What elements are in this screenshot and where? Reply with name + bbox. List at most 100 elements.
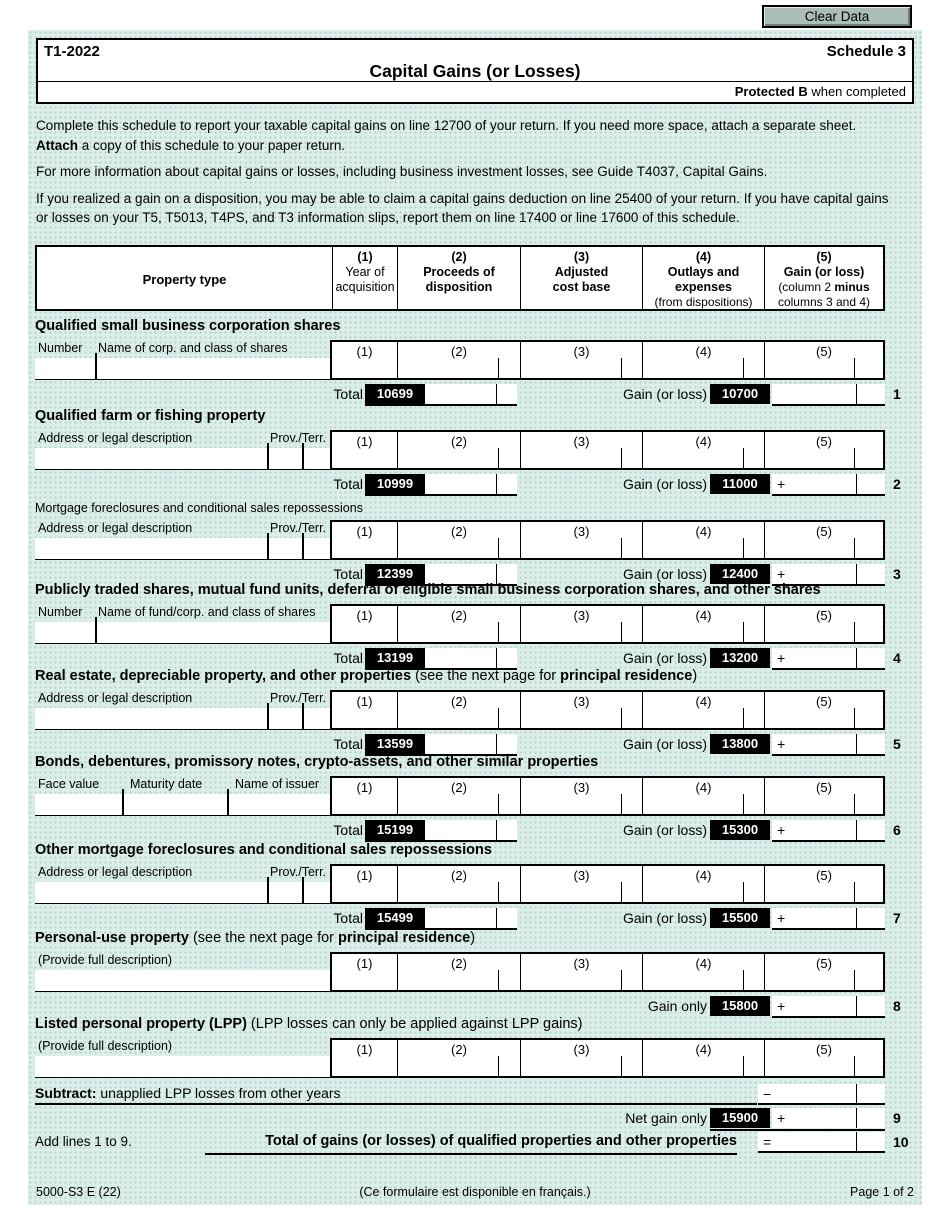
- column-number-label: (5): [816, 1042, 832, 1057]
- description-input[interactable]: [35, 538, 330, 560]
- gain-amount-field[interactable]: +: [772, 564, 885, 584]
- total-amount-field[interactable]: [425, 648, 517, 668]
- total-amount-field[interactable]: [425, 908, 517, 928]
- amount-cell[interactable]: (5): [764, 432, 883, 468]
- amount-cell[interactable]: (3): [520, 606, 642, 642]
- amount-cell[interactable]: (3): [520, 522, 642, 558]
- amount-cell[interactable]: (3): [520, 954, 642, 990]
- amount-cell[interactable]: (2): [397, 1040, 520, 1076]
- amount-cell[interactable]: (4): [642, 1040, 764, 1076]
- amount-cell[interactable]: (5): [764, 606, 883, 642]
- entry-left-labels: Address or legal description Prov./Terr.: [35, 521, 330, 538]
- gain-amount-field[interactable]: +: [772, 734, 885, 754]
- description-input[interactable]: [35, 708, 330, 730]
- amount-cell[interactable]: (1): [332, 522, 397, 558]
- amount-cell[interactable]: (3): [520, 342, 642, 378]
- description-input[interactable]: [35, 882, 330, 904]
- gain-amount-field[interactable]: +: [772, 996, 885, 1016]
- amount-cell[interactable]: (1): [332, 606, 397, 642]
- amount-cell[interactable]: (3): [520, 432, 642, 468]
- cents-divider: [620, 794, 622, 814]
- amount-cell[interactable]: (5): [764, 692, 883, 728]
- amount-cell[interactable]: (4): [642, 778, 764, 814]
- amount-cell[interactable]: (1): [332, 432, 397, 468]
- net-gain-field[interactable]: +: [772, 1108, 885, 1128]
- amount-cell[interactable]: (4): [642, 342, 764, 378]
- amount-cell[interactable]: (4): [642, 866, 764, 902]
- row-divider: [35, 468, 885, 470]
- gain-underline: [772, 840, 885, 842]
- amount-cell[interactable]: (4): [642, 432, 764, 468]
- amount-cell[interactable]: (1): [332, 954, 397, 990]
- property-section: Qualified small business corporation sha…: [35, 318, 915, 410]
- total-row: Total 10999 Gain (or loss) 11000 + 2: [35, 474, 915, 496]
- cents-divider: [853, 794, 855, 814]
- lpp-subtract-field[interactable]: −: [758, 1084, 885, 1105]
- grand-total-field[interactable]: =: [758, 1132, 885, 1153]
- entry-row: Number Name of fund/corp. and class of sh…: [35, 604, 885, 644]
- description-input[interactable]: [35, 1056, 330, 1078]
- total-amount-field[interactable]: [425, 734, 517, 754]
- cents-divider: [620, 970, 622, 990]
- gain-amount-field[interactable]: +: [772, 820, 885, 840]
- line-number: 4: [893, 650, 901, 666]
- amount-cell[interactable]: (2): [397, 778, 520, 814]
- cents-divider: [742, 882, 744, 902]
- description-input[interactable]: [35, 970, 330, 992]
- entry-left-labels: Face value Maturity date Name of issuer: [35, 777, 330, 794]
- amount-cell[interactable]: (2): [397, 692, 520, 728]
- french-note: (Ce formulaire est disponible en françai…: [359, 1185, 591, 1199]
- amount-cell[interactable]: (1): [332, 866, 397, 902]
- amount-cell[interactable]: (2): [397, 432, 520, 468]
- entry-row: Address or legal description Prov./Terr. …: [35, 690, 885, 730]
- amount-cell[interactable]: (5): [764, 522, 883, 558]
- amount-cell[interactable]: (5): [764, 954, 883, 990]
- form-code: 5000-S3 E (22): [36, 1185, 121, 1199]
- gain-label: Gain (or loss): [622, 386, 707, 402]
- column-number-label: (4): [695, 956, 712, 971]
- gain-amount-field[interactable]: +: [772, 908, 885, 928]
- total-label: Total: [333, 650, 363, 666]
- total-amount-field[interactable]: [425, 384, 517, 404]
- description-input[interactable]: [35, 794, 330, 816]
- gain-label: Gain (or loss): [622, 822, 707, 838]
- amount-cell[interactable]: (4): [642, 606, 764, 642]
- amount-cell[interactable]: (3): [520, 778, 642, 814]
- amount-cell[interactable]: (5): [764, 778, 883, 814]
- description-input[interactable]: [35, 448, 330, 470]
- instruction-paragraph: For more information about capital gains…: [36, 164, 768, 179]
- clear-data-button[interactable]: Clear Data: [762, 5, 912, 28]
- gain-amount-field[interactable]: +: [772, 648, 885, 668]
- amount-cell[interactable]: (2): [397, 866, 520, 902]
- amount-cell[interactable]: (5): [764, 1040, 883, 1076]
- amount-cell[interactable]: (1): [332, 692, 397, 728]
- amount-cell[interactable]: (2): [397, 606, 520, 642]
- amount-cell[interactable]: (1): [332, 1040, 397, 1076]
- description-input[interactable]: [35, 358, 330, 380]
- gain-amount-field[interactable]: [772, 384, 885, 404]
- amount-cell[interactable]: (1): [332, 778, 397, 814]
- column-number-label: (2): [451, 434, 467, 449]
- amount-cell[interactable]: (1): [332, 342, 397, 378]
- amount-cell[interactable]: (2): [397, 342, 520, 378]
- amount-cell[interactable]: (3): [520, 692, 642, 728]
- amount-cell[interactable]: (4): [642, 954, 764, 990]
- amount-cell[interactable]: (5): [764, 866, 883, 902]
- total-label: Total: [333, 476, 363, 492]
- column-number-label: (5): [816, 868, 832, 883]
- total-amount-field[interactable]: [425, 474, 517, 494]
- line-number: 5: [893, 736, 901, 752]
- amount-cell[interactable]: (3): [520, 866, 642, 902]
- total-amount-field[interactable]: [425, 820, 517, 840]
- amount-cell[interactable]: (5): [764, 342, 883, 378]
- gain-amount-field[interactable]: +: [772, 474, 885, 494]
- amount-cell[interactable]: (2): [397, 522, 520, 558]
- amount-cell[interactable]: (2): [397, 954, 520, 990]
- amount-cell[interactable]: (3): [520, 1040, 642, 1076]
- amount-cell[interactable]: (4): [642, 522, 764, 558]
- description-input[interactable]: [35, 622, 330, 644]
- total-amount-field[interactable]: [425, 564, 517, 584]
- entry-row: Address or legal description Prov./Terr. …: [35, 520, 885, 560]
- column-number-label: (4): [695, 1042, 712, 1057]
- amount-cell[interactable]: (4): [642, 692, 764, 728]
